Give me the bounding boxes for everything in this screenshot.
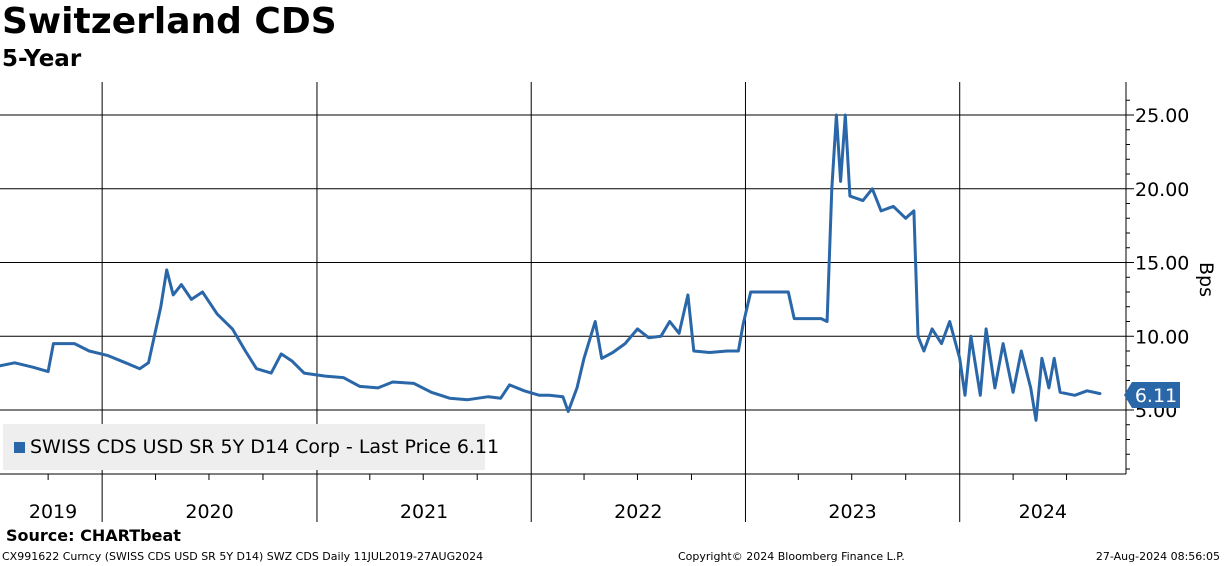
y-tick-label: 25.00 (1135, 105, 1189, 127)
x-tick-label: 2021 (400, 501, 448, 523)
legend-swatch (14, 442, 25, 453)
x-axis-ticks: 2019 2020 2021 2022 2023 2024 (29, 474, 1068, 523)
x-tick-label: 2022 (614, 501, 662, 523)
source-note: Source: CHARTbeat (6, 526, 181, 545)
y-tick-label: 20.00 (1135, 179, 1189, 201)
footer-copyright: Copyright© 2024 Bloomberg Finance L.P. (678, 550, 905, 563)
chart-title: Switzerland CDS (2, 1, 337, 42)
x-tick-label: 2020 (185, 501, 233, 523)
y-tick-label: 15.00 (1135, 253, 1189, 275)
chart-subtitle: 5-Year (2, 46, 82, 72)
x-tick-label: 2024 (1019, 501, 1067, 523)
x-tick-label: 2019 (29, 501, 77, 523)
footer-ticker: CX991622 Curncy (SWISS CDS USD SR 5Y D14… (2, 550, 484, 563)
x-tick-label: 2023 (828, 501, 876, 523)
y-axis-label: Bps (1195, 262, 1217, 297)
legend: SWISS CDS USD SR 5Y D14 Corp - Last Pric… (3, 424, 499, 470)
y-tick-label: 10.00 (1135, 326, 1189, 348)
last-value-badge: 6.11 (1124, 382, 1180, 408)
series-layer (0, 113, 1102, 422)
series-line (0, 113, 1102, 422)
legend-label: SWISS CDS USD SR 5Y D14 Corp - Last Pric… (30, 436, 500, 458)
last-value-label: 6.11 (1135, 385, 1177, 407)
footer-timestamp: 27-Aug-2024 08:56:05 (1095, 550, 1220, 563)
grid-lines (0, 82, 1127, 475)
